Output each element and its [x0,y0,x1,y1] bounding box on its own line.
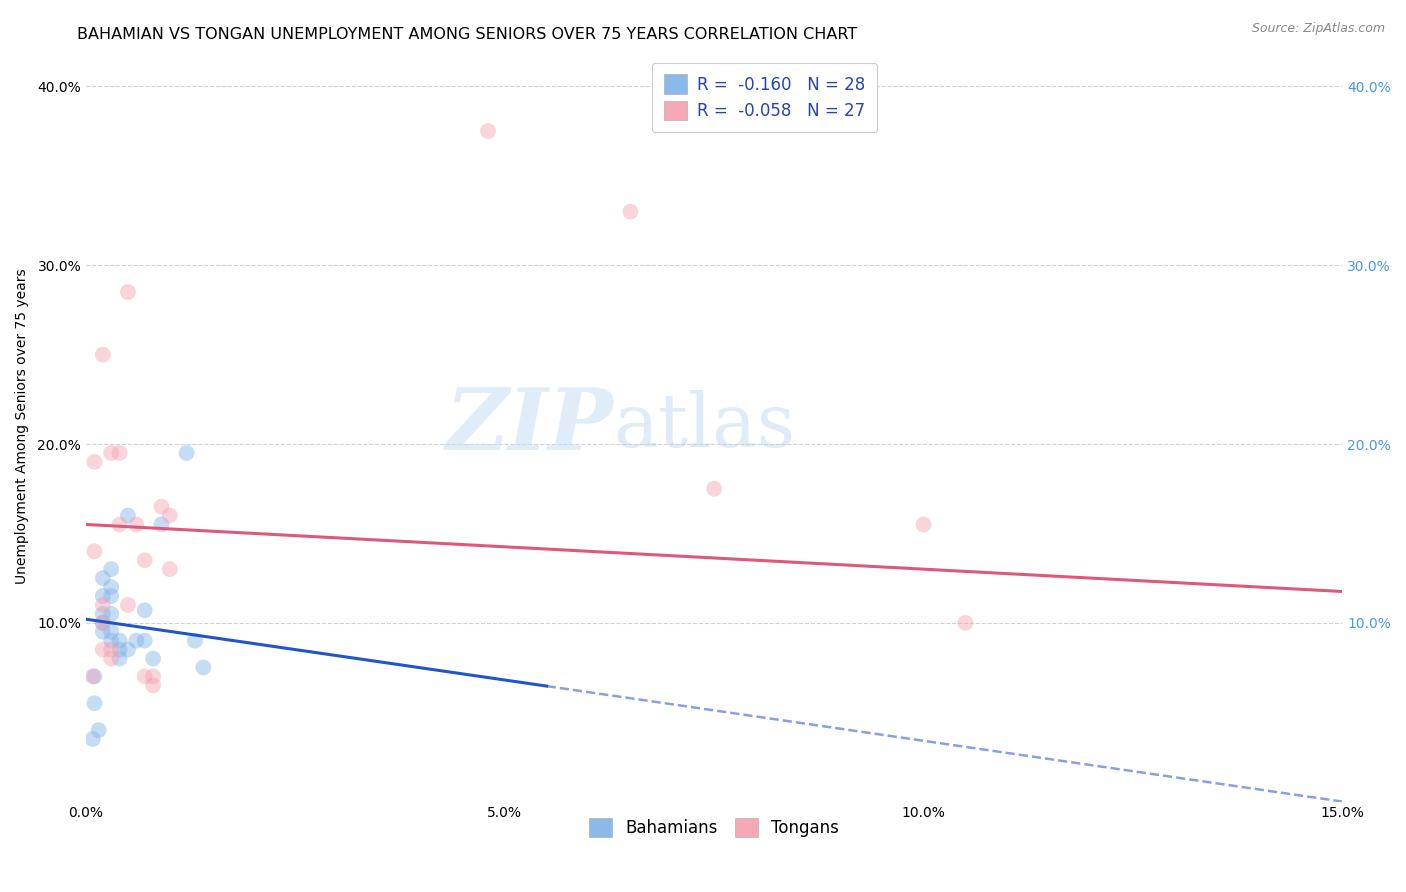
Point [108,651,131,665]
Point [100,642,122,657]
Point [100,589,122,603]
Point [108,517,131,532]
Point [134,669,156,683]
Point [91,571,114,585]
Point [117,598,139,612]
Point [108,446,131,460]
Point [91,348,114,362]
Point [159,562,181,576]
Point [142,651,165,665]
Point [176,446,198,460]
Point [87,723,110,737]
Point [83,544,105,558]
Point [91,615,114,630]
Point [91,589,114,603]
Point [100,562,122,576]
Point [100,580,122,594]
Point [82,669,104,683]
Point [91,642,114,657]
Point [100,446,122,460]
Text: atlas: atlas [613,390,796,463]
Point [125,633,148,648]
Point [134,633,156,648]
Legend: Bahamians, Tongans: Bahamians, Tongans [581,810,848,846]
Text: BAHAMIAN VS TONGAN UNEMPLOYMENT AMONG SENIORS OVER 75 YEARS CORRELATION CHART: BAHAMIAN VS TONGAN UNEMPLOYMENT AMONG SE… [77,27,858,42]
Point [108,633,131,648]
Point [142,678,165,692]
Point [703,482,725,496]
Point [150,500,173,514]
Point [82,731,104,746]
Point [955,615,977,630]
Point [83,669,105,683]
Point [100,651,122,665]
Text: Source: ZipAtlas.com: Source: ZipAtlas.com [1251,22,1385,36]
Point [142,669,165,683]
Point [125,517,148,532]
Point [477,124,499,138]
Point [91,598,114,612]
Point [134,553,156,567]
Point [150,517,173,532]
Point [912,517,935,532]
Point [83,455,105,469]
Point [100,624,122,639]
Point [184,633,207,648]
Point [100,607,122,621]
Text: ZIP: ZIP [446,384,613,468]
Y-axis label: Unemployment Among Seniors over 75 years: Unemployment Among Seniors over 75 years [15,268,30,584]
Point [193,660,215,674]
Point [91,607,114,621]
Point [134,603,156,617]
Point [117,285,139,299]
Point [619,204,641,219]
Point [83,696,105,710]
Point [91,624,114,639]
Point [100,633,122,648]
Point [91,615,114,630]
Point [117,508,139,523]
Point [117,642,139,657]
Point [108,642,131,657]
Point [159,508,181,523]
